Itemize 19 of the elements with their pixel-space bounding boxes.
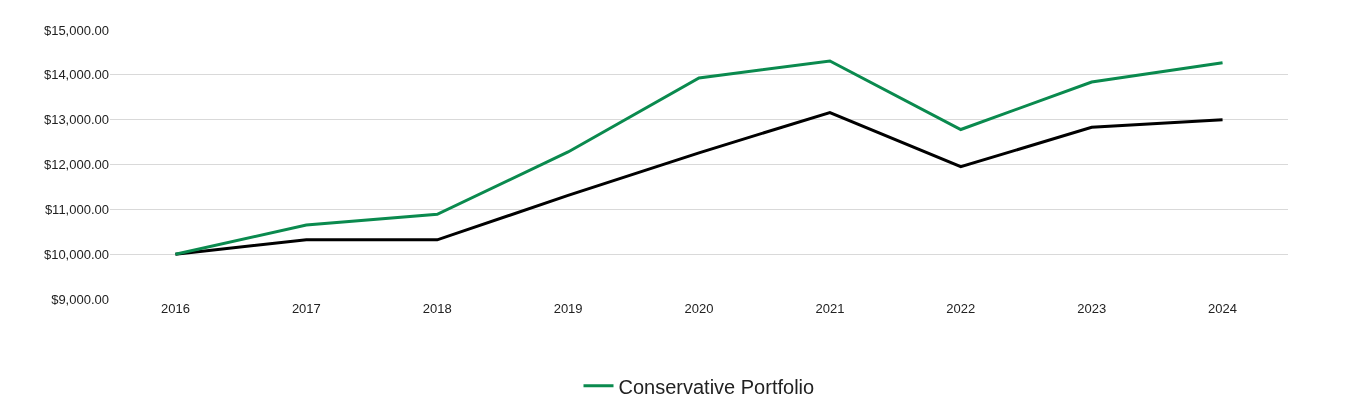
y-tick-label: $10,000.00	[43, 246, 109, 262]
x-tick-label: 2019	[553, 301, 583, 316]
y-tick-label: $9,000.00	[51, 291, 109, 307]
y-tick-label: $11,000.00	[44, 201, 109, 217]
y-tick-label: $15,000.00	[43, 22, 109, 38]
line-series	[173, 59, 1225, 256]
x-tick-label: 2017	[291, 301, 321, 316]
x-tick-label: 2018	[422, 301, 452, 316]
x-tick-label: 2016	[160, 301, 190, 316]
x-tick-label: 2024	[1208, 301, 1238, 316]
x-tick-label: 2023	[1077, 301, 1107, 316]
y-tick-label: $12,000.00	[43, 157, 109, 173]
x-tick-label: 2021	[815, 301, 845, 316]
line-series	[173, 110, 1225, 256]
x-tick-label: 2020	[684, 301, 714, 316]
x-tick-label: 2022	[946, 301, 976, 316]
legend-label: Conservative Portfolio	[618, 375, 815, 398]
y-tick-label: $14,000.00	[43, 67, 109, 83]
y-tick-label: $13,000.00	[43, 112, 109, 128]
